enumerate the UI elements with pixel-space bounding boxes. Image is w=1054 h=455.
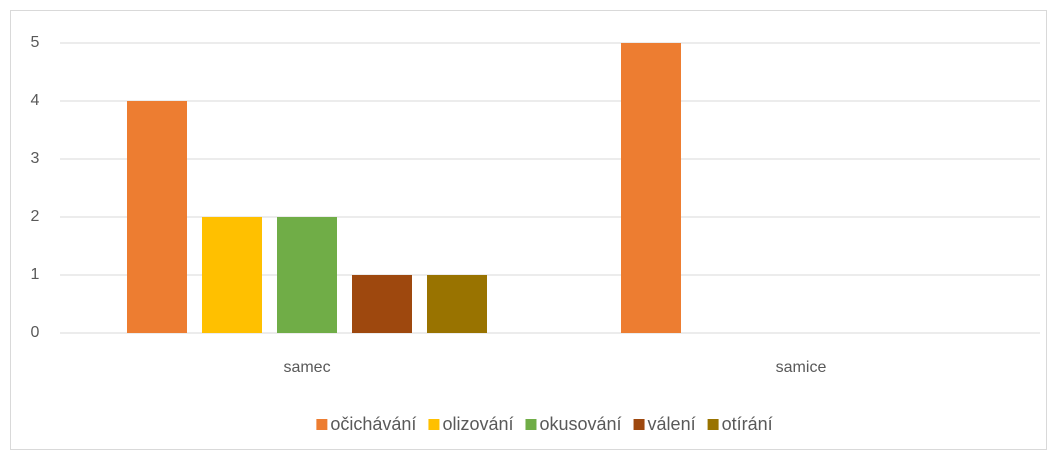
legend-swatch [707, 419, 719, 430]
y-tick-label: 5 [31, 34, 40, 51]
legend-swatch [428, 419, 440, 430]
bar [202, 217, 262, 333]
y-tick-label: 3 [31, 150, 40, 167]
legend-label: olizování [442, 414, 513, 434]
bar [621, 43, 681, 333]
legend-label: okusování [539, 414, 621, 434]
x-tick-label: samec [283, 359, 330, 376]
y-tick-label: 2 [31, 208, 40, 225]
legend-swatch [316, 419, 328, 430]
bar [127, 101, 187, 333]
legend-swatch [525, 419, 537, 430]
bar [352, 275, 412, 333]
x-tick-label: samice [776, 359, 827, 376]
legend-label: otírání [722, 414, 773, 434]
y-tick-label: 4 [31, 92, 40, 109]
legend-label: očichávání [330, 414, 416, 434]
y-tick-label: 0 [31, 324, 40, 341]
y-tick-label: 1 [31, 266, 40, 283]
legend-swatch [633, 419, 645, 430]
bar [277, 217, 337, 333]
bar [427, 275, 487, 333]
legend-label: válení [648, 414, 696, 434]
